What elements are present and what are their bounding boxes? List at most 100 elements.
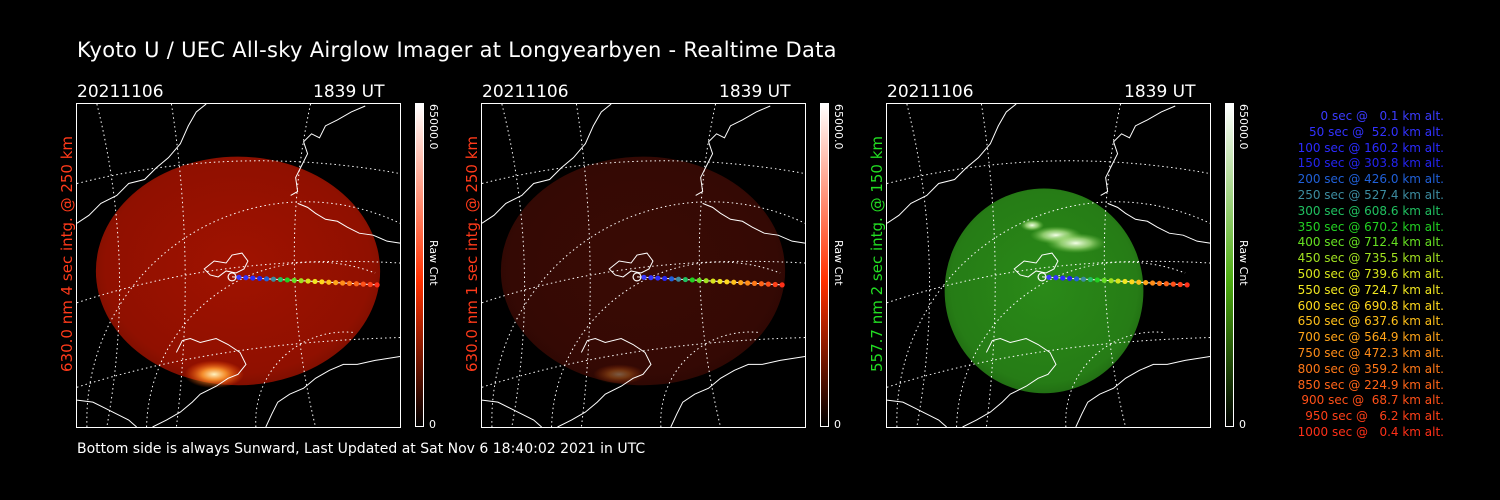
trajectory-point	[1037, 272, 1047, 282]
trajectory-point	[1067, 275, 1073, 282]
trajectory-point	[1163, 281, 1169, 287]
panel-3-colorbar-min: 0	[1239, 418, 1246, 431]
trajectory-point	[1094, 277, 1100, 283]
trajectory-point	[1143, 280, 1149, 286]
panel-2-time: 1839 UT	[719, 82, 791, 102]
airglow-brightening	[593, 364, 645, 385]
legend-row: 800 sec @ 359.2 km alt.	[1297, 361, 1444, 376]
coastline	[1107, 202, 1210, 244]
trajectory-line	[1042, 276, 1188, 286]
coastline	[557, 338, 652, 427]
trajectory-point	[689, 277, 695, 283]
coastline	[482, 104, 612, 224]
trajectory-point	[655, 275, 661, 281]
trajectory-point	[1136, 279, 1142, 285]
trajectory-point	[277, 276, 283, 283]
legend-row: 600 sec @ 690.8 km alt.	[1297, 298, 1444, 313]
coastline	[887, 399, 947, 427]
trajectory-point	[374, 282, 380, 288]
legend-row: 300 sec @ 608.6 km alt.	[1297, 203, 1444, 218]
trajectory-point	[340, 280, 346, 286]
trajectory-point	[1074, 276, 1080, 282]
legend-row: 450 sec @ 735.5 km alt.	[1297, 251, 1444, 266]
legend-row: 900 sec @ 68.7 km alt.	[1301, 393, 1444, 408]
graticule-line	[293, 104, 317, 427]
panel-1-allsky-image	[76, 103, 401, 428]
trajectory-point	[243, 275, 249, 281]
trajectory-point	[1170, 281, 1176, 287]
trajectory-point	[745, 280, 751, 286]
graticule-line	[1065, 331, 1166, 427]
graticule-line	[887, 260, 1210, 304]
trajectory-point	[250, 275, 256, 281]
coastline	[297, 202, 400, 244]
panel-1-colorbar-max: 65000.0	[427, 104, 440, 150]
trajectory-point	[264, 276, 270, 282]
legend-row: 1000 sec @ 0.4 km alt.	[1297, 425, 1444, 439]
graticule-line	[956, 261, 1186, 427]
legend-row: 150 sec @ 303.8 km alt.	[1297, 156, 1444, 171]
trajectory-point	[312, 278, 318, 285]
panel-3-colorbar-unit: Raw Cnt	[1237, 240, 1250, 286]
trajectory-point	[703, 278, 709, 284]
trajectory-point	[641, 274, 647, 280]
trajectory-point	[710, 278, 716, 284]
page-title: Kyoto U / UEC All-sky Airglow Imager at …	[77, 38, 837, 62]
graticule-line	[698, 104, 722, 427]
coastline	[482, 399, 542, 427]
graticule-line	[660, 331, 761, 427]
trajectory-point	[257, 275, 263, 282]
graticule-line	[77, 260, 400, 304]
trajectory-point	[1156, 280, 1163, 286]
trajectory-point	[682, 276, 688, 283]
panel-2-colorbar-max: 65000.0	[832, 104, 845, 150]
trajectory-point	[648, 275, 654, 281]
trajectory-point	[758, 281, 764, 287]
panel-3-colorbar	[1225, 103, 1234, 427]
coastline	[1013, 252, 1059, 278]
graticule-line	[551, 261, 781, 427]
trajectory-point	[779, 282, 785, 288]
graticule-line	[482, 260, 805, 304]
coastline	[608, 252, 654, 278]
coastline	[887, 104, 1017, 224]
panel-1-wavelength-label: 630.0 nm 4 sec intg. @ 250 km	[58, 135, 76, 372]
panel-2-date: 20211106	[482, 82, 569, 102]
coastline	[203, 252, 249, 278]
panel-3-date: 20211106	[887, 82, 974, 102]
coastline	[152, 338, 247, 427]
graticule-line	[86, 201, 400, 427]
trajectory-point	[772, 281, 778, 288]
coastline	[695, 105, 771, 196]
trajectory-point	[731, 279, 737, 285]
trajectory-point	[1108, 278, 1114, 284]
aurora-emission	[1046, 233, 1106, 254]
trajectory-point	[738, 280, 744, 286]
trajectory-point	[236, 274, 242, 280]
trajectory-point	[1129, 279, 1135, 285]
panel-2-wavelength-label: 630.0 nm 1 sec intg. @ 250 km	[463, 135, 481, 372]
panel-2-colorbar	[820, 103, 829, 427]
legend-row: 400 sec @ 712.4 km alt.	[1297, 235, 1444, 250]
trajectory-line	[637, 276, 783, 286]
trajectory-point	[1177, 281, 1183, 288]
graticule-line	[491, 201, 805, 427]
legend-row: 350 sec @ 670.2 km alt.	[1297, 219, 1444, 234]
trajectory-point	[333, 280, 339, 286]
graticule-line	[1103, 104, 1127, 427]
panel-3-time: 1839 UT	[1124, 82, 1196, 102]
trajectory-point	[1150, 280, 1156, 286]
graticule-line	[887, 160, 1210, 184]
trajectory-point	[227, 272, 237, 282]
coastline	[962, 338, 1057, 427]
airglow-brightening	[184, 360, 244, 389]
footer-status: Bottom side is always Sunward, Last Upda…	[77, 441, 646, 457]
trajectory-point	[724, 279, 730, 285]
panel-1-colorbar-min: 0	[429, 418, 436, 431]
panel-3-allsky-image	[886, 103, 1211, 428]
trajectory-point	[1060, 275, 1066, 281]
trajectory-point	[1101, 277, 1107, 283]
trajectory-point	[305, 278, 311, 284]
panel-3-wavelength-label: 557.7 nm 2 sec intg. @ 150 km	[868, 135, 886, 372]
legend-row: 850 sec @ 224.9 km alt.	[1297, 377, 1444, 392]
